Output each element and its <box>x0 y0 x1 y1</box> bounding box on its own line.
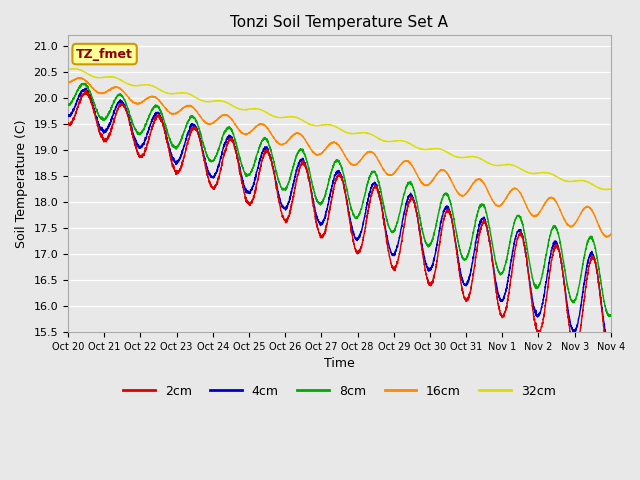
Legend: 2cm, 4cm, 8cm, 16cm, 32cm: 2cm, 4cm, 8cm, 16cm, 32cm <box>118 380 561 403</box>
X-axis label: Time: Time <box>324 357 355 370</box>
Y-axis label: Soil Temperature (C): Soil Temperature (C) <box>15 120 28 248</box>
Text: TZ_fmet: TZ_fmet <box>76 48 133 60</box>
Title: Tonzi Soil Temperature Set A: Tonzi Soil Temperature Set A <box>230 15 449 30</box>
